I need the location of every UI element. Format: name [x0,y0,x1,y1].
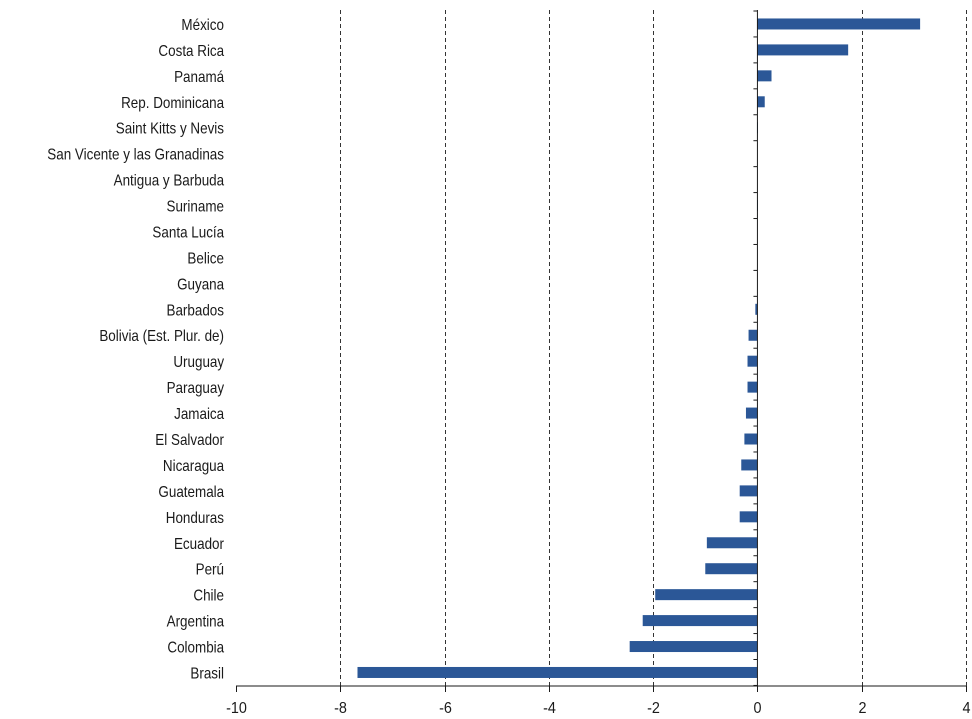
bar-1 [757,44,849,56]
x-tick-label: 4 [963,699,972,717]
x-tick-label: -8 [334,699,347,717]
x-tick-label: -2 [647,699,660,717]
bar-23 [642,615,758,627]
category-label: Costa Rica [158,43,224,60]
bar-2 [757,70,772,82]
category-label: El Salvador [155,432,224,449]
category-label: Uruguay [173,354,224,371]
x-tick-label: 2 [858,699,866,717]
bar-16 [744,433,758,445]
category-label: Nicaragua [163,458,225,475]
bar-11 [755,303,758,315]
x-tick-label: -4 [543,699,556,717]
bar-20 [706,537,758,549]
bar-18 [739,485,758,497]
bar-17 [741,459,758,471]
category-label: Brasil [190,665,224,682]
bar-19 [739,511,758,523]
bar-25 [357,666,758,678]
category-label: Argentina [167,614,225,631]
bar-13 [747,355,758,367]
category-label: Jamaica [174,406,225,423]
category-label: Paraguay [167,380,225,397]
category-label: Guyana [177,276,225,293]
x-tick-label: -10 [226,699,247,717]
category-label: Panamá [174,69,225,86]
category-label: Bolivia (Est. Plur. de) [99,328,224,345]
category-label: Santa Lucía [152,224,224,241]
x-tick-label: 0 [753,699,761,717]
bar-15 [745,407,758,419]
category-label: Barbados [166,302,224,319]
bar-0 [757,18,921,30]
bar-22 [655,589,758,601]
bar-12 [748,329,758,341]
category-label: Suriname [167,199,224,216]
category-label: México [181,17,224,34]
category-label: Rep. Dominicana [121,95,225,112]
category-label: San Vicente y las Granadinas [47,147,224,164]
category-label: Colombia [167,640,224,657]
bar-21 [705,563,758,575]
category-label: Guatemala [158,484,224,501]
category-label: Chile [193,588,224,605]
bar-14 [747,381,758,393]
category-label: Belice [187,250,224,267]
category-label: Ecuador [174,536,224,553]
category-label: Perú [196,562,224,579]
category-label: Saint Kitts y Nevis [116,121,224,138]
x-tick-label: -6 [439,699,452,717]
bar-3 [757,96,765,108]
category-label: Antigua y Barbuda [114,173,225,190]
bar-24 [629,641,758,653]
category-label: Honduras [166,510,224,527]
